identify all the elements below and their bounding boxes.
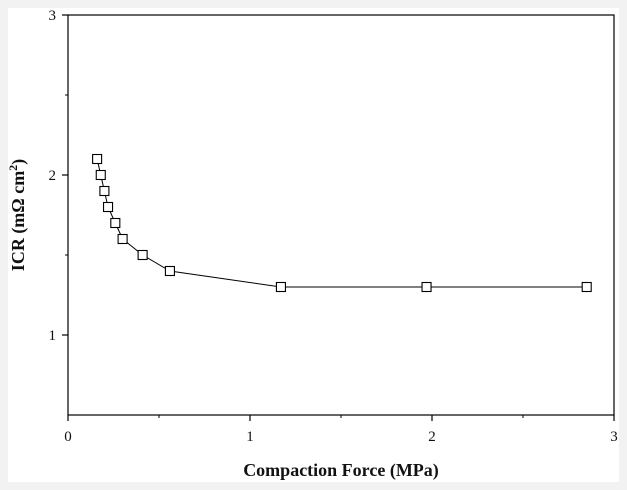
data-point-marker: [110, 217, 121, 229]
data-point-marker: [421, 281, 432, 293]
x-tick-label: 0: [64, 429, 72, 445]
data-point-marker: [92, 153, 103, 165]
x-axis-title: Compaction Force (MPa): [243, 460, 439, 481]
y-axis-title-close: ): [8, 159, 29, 165]
data-point-marker: [137, 249, 148, 261]
y-axis-title-main: ICR (mΩ cm: [8, 171, 29, 271]
y-axis-title-superscript: 2: [6, 165, 20, 171]
data-point-marker: [581, 281, 592, 293]
x-axis-ticks: 0 1 2 3: [64, 415, 618, 445]
data-point-marker: [99, 185, 110, 197]
data-point-marker: [117, 233, 128, 245]
plot-background: [8, 8, 619, 482]
data-point-marker: [164, 265, 175, 277]
y-axis-title: ICR (mΩ cm2): [6, 159, 29, 271]
x-tick-label: 1: [246, 429, 254, 445]
x-tick-label: 3: [610, 429, 618, 445]
data-point-marker: [102, 201, 114, 213]
y-axis-ticks: 1 2 3: [49, 8, 68, 344]
data-series: [92, 153, 592, 293]
y-tick-label: 1: [49, 328, 57, 344]
y-tick-label: 2: [49, 168, 57, 184]
x-tick-label: 2: [428, 429, 436, 445]
data-point-marker: [275, 281, 286, 293]
y-tick-label: 3: [49, 8, 57, 24]
data-point-marker: [95, 169, 106, 181]
